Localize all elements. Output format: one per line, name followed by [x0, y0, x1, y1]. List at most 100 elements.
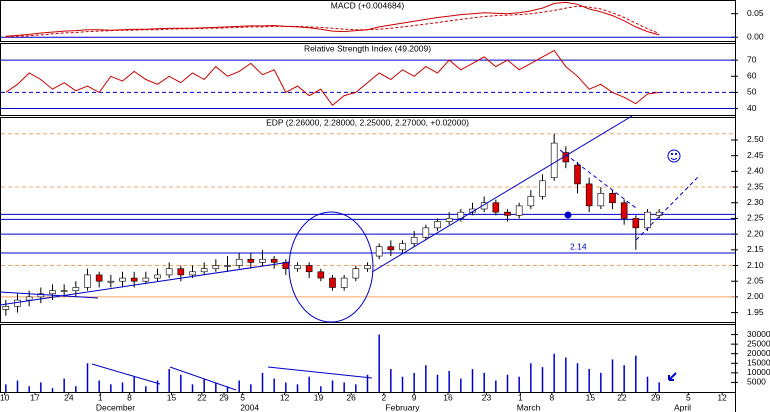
candle-body [317, 271, 325, 279]
month-label: 2004 [240, 402, 259, 412]
line-series [5, 1, 660, 37]
volume-bar [611, 359, 614, 392]
y-tick-label: 15000 [747, 358, 770, 368]
candle-body [212, 265, 220, 269]
volume-bar [530, 363, 532, 392]
candle-body [189, 271, 196, 276]
panel-title: MACD (+0.004684) [331, 0, 405, 10]
candle-body [597, 193, 605, 207]
candle-body [644, 211, 651, 229]
y-tick-label: 2.00 [747, 291, 764, 301]
volume-bar [5, 384, 7, 392]
trend-line [559, 149, 637, 209]
volume-bar [75, 386, 77, 392]
x-tick-label: 1 [518, 392, 523, 402]
volume-bar [425, 365, 427, 392]
volume-bar [588, 369, 590, 392]
volume-bar [110, 384, 112, 392]
volume-bar [436, 374, 439, 392]
y-tick-label: 2.15 [747, 244, 764, 254]
x-tick-label: 10 [0, 392, 10, 402]
x-tick-label: 8 [127, 392, 132, 402]
volume-trend [267, 366, 373, 379]
volume-bar [28, 386, 30, 392]
volume-bar [98, 380, 100, 392]
panel-frame [0, 43, 736, 116]
candle-body [422, 227, 430, 238]
candle-body [539, 180, 546, 197]
volume-bar [320, 386, 322, 392]
volume-bar [635, 355, 637, 392]
volume-bar [518, 376, 520, 392]
volume-trend [91, 363, 161, 385]
x-tick-label: 22 [617, 392, 627, 402]
volume-bar [308, 376, 310, 392]
y-tick-label: 2.05 [747, 275, 764, 285]
dot-marker [564, 211, 572, 219]
x-tick-label: 1 [98, 392, 103, 402]
circle-marker [288, 211, 374, 323]
candle-body [364, 265, 371, 269]
volume-bar [506, 374, 509, 392]
volume-bar [553, 353, 555, 392]
x-tick-label: 19 [314, 392, 324, 402]
month-label: April [674, 402, 691, 412]
y-tick-label: 30000 [747, 329, 770, 339]
x-tick-label: 9 [412, 392, 417, 402]
candle-body [620, 202, 628, 219]
x-tick-label: 26 [346, 392, 356, 402]
x-tick-label: 5 [240, 392, 245, 402]
y-tick-label: 2.10 [747, 260, 764, 270]
candle-body [445, 218, 453, 222]
y-tick-label: 40 [747, 103, 757, 113]
trend-line [371, 115, 633, 273]
candle-body [247, 258, 255, 263]
y-tick-label: 5000 [747, 377, 766, 387]
volume-bar [460, 378, 462, 392]
volume-bar [191, 384, 194, 392]
y-tick-label: 20000 [747, 348, 770, 358]
volume-bar [401, 376, 404, 392]
candle-body [72, 287, 80, 291]
candle-body [375, 246, 383, 257]
volume-bar [576, 363, 579, 392]
y-tick-label: 0.00 [747, 31, 764, 41]
volume-bar [378, 334, 380, 392]
candle-body [119, 277, 126, 282]
candle-body [235, 258, 243, 266]
annotation: 2.14 [570, 241, 587, 251]
y-tick-label: 2.20 [747, 228, 764, 238]
volume-bar [250, 384, 252, 392]
y-tick-label: 60 [747, 71, 757, 81]
volume-bar [565, 357, 567, 392]
volume-bar [273, 378, 275, 392]
volume-bar [16, 380, 19, 392]
candle-body [49, 290, 56, 295]
arrow-icon [668, 372, 677, 381]
volume-bar [541, 367, 544, 392]
x-tick-label: 16 [443, 392, 453, 402]
volume-bar [238, 380, 240, 392]
y-tick-label: 2.40 [747, 166, 764, 176]
x-tick-label: 29 [651, 392, 661, 402]
candle-body [200, 268, 208, 273]
candle-body [60, 290, 68, 292]
volume-bar [296, 384, 299, 392]
volume-bar [51, 388, 54, 392]
x-tick-label: 24 [64, 392, 74, 402]
candle-body [399, 243, 406, 251]
y-tick-label: 50 [747, 87, 757, 97]
y-tick-label: 2.50 [747, 134, 764, 144]
y-tick-label: 1.95 [747, 307, 764, 317]
volume-bar [203, 378, 205, 392]
x-tick-label: 2 [381, 392, 386, 402]
volume-bar [285, 382, 287, 392]
month-label: February [385, 402, 420, 412]
candle-body [632, 218, 640, 229]
volume-bar [261, 372, 264, 392]
x-tick-label: 23 [482, 392, 492, 402]
candle-body [515, 205, 523, 216]
volume-bar [180, 374, 182, 392]
volume-bar [658, 382, 660, 392]
